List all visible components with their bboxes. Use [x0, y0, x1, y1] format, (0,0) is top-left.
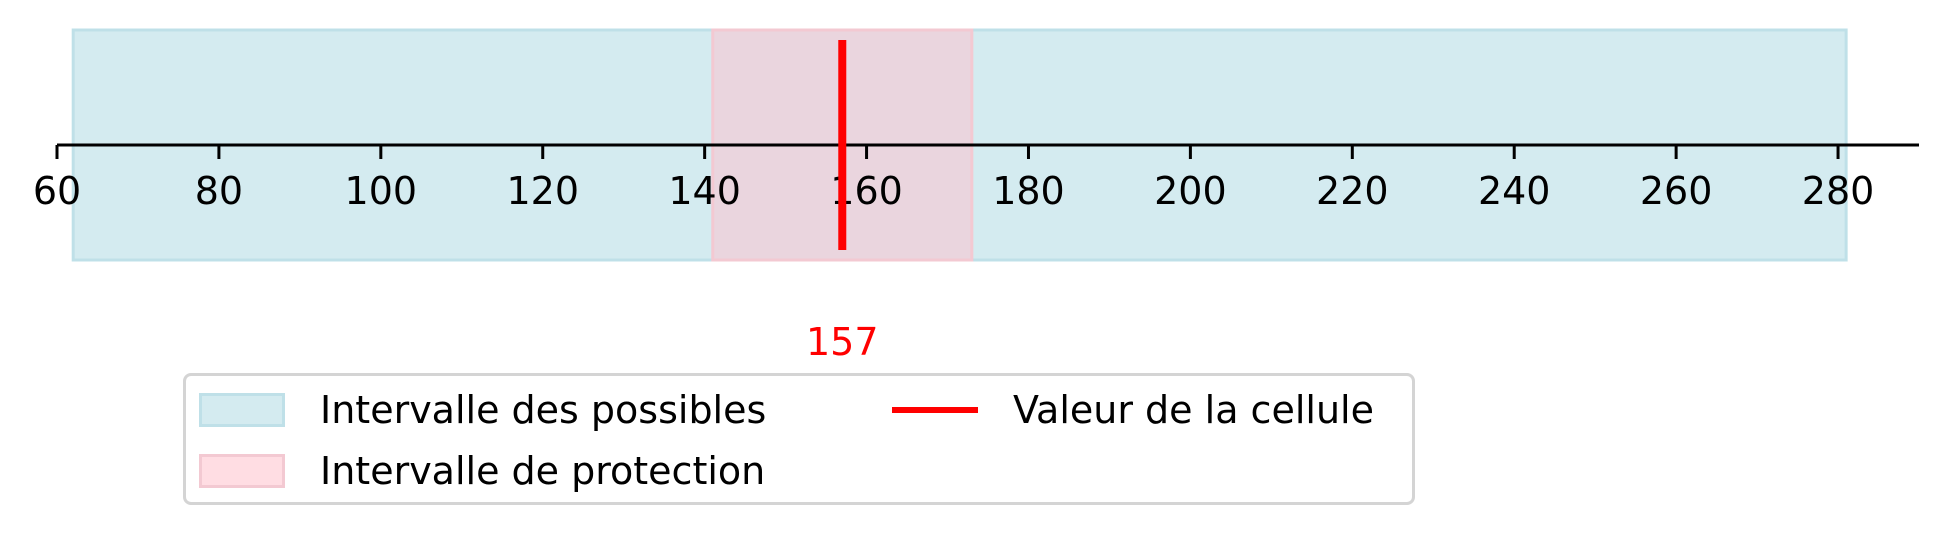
legend-item-possible-interval: Intervalle des possibles: [199, 385, 766, 435]
x-tick-label-240: 240: [1478, 169, 1551, 213]
legend-label-possible-interval: Intervalle des possibles: [320, 388, 767, 432]
x-tick-label-140: 140: [668, 169, 741, 213]
legend-swatch-possible-interval: [199, 393, 285, 427]
x-tick-label-200: 200: [1154, 169, 1227, 213]
x-tick-label-180: 180: [992, 169, 1065, 213]
x-tick-label-220: 220: [1316, 169, 1389, 213]
legend-item-cell-value: Valeur de la cellule: [892, 385, 1374, 435]
legend-label-protection-interval: Intervalle de protection: [320, 449, 766, 493]
x-tick-label-60: 60: [33, 169, 81, 213]
legend-label-cell-value: Valeur de la cellule: [1013, 388, 1374, 432]
x-tick-label-260: 260: [1640, 169, 1713, 213]
cell-value-label: 157: [806, 320, 879, 364]
x-tick-label-120: 120: [506, 169, 579, 213]
x-tick-label-280: 280: [1802, 169, 1875, 213]
legend-item-protection-interval: Intervalle de protection: [199, 446, 765, 496]
x-tick-label-100: 100: [345, 169, 418, 213]
legend: Intervalle des possibles Intervalle de p…: [183, 373, 1415, 505]
cell-value-layer: 157: [806, 40, 879, 364]
x-tick-label-80: 80: [195, 169, 243, 213]
legend-line-cell-value: [892, 407, 978, 413]
x-axis: 60 80 100 120 140 160 180 200 220 240 260 280: [33, 143, 1919, 213]
legend-swatch-protection-interval: [199, 454, 285, 488]
